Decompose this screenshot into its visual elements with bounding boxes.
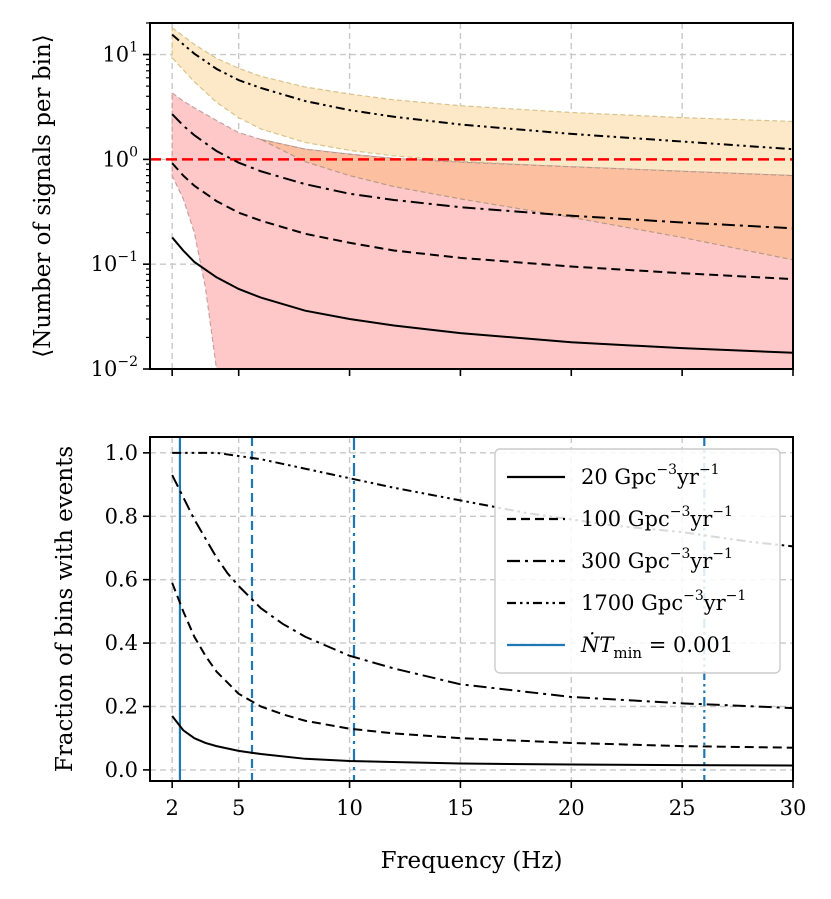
legend-value: 20	[581, 465, 614, 489]
legend-label-1: 100 Gpc−3yr−1	[581, 504, 733, 531]
top-ytick-label-1: 100	[102, 144, 138, 171]
bottom-xtick-label-5: 5	[232, 796, 245, 820]
legend-math-rest: = 0.001	[642, 633, 733, 657]
top-ytick-base: 10	[102, 147, 129, 171]
bottom-series-300	[171, 474, 793, 710]
legend-exp2: −1	[712, 504, 733, 520]
legend-exp2: −1	[699, 462, 720, 478]
band-2	[260, 138, 793, 261]
legend-math-main: ṄT	[580, 632, 615, 657]
legend-label-3: 1700 Gpc−3yr−1	[581, 588, 746, 615]
bottom-ytick-label-0.2: 0.2	[105, 694, 138, 718]
top-series-100	[171, 162, 793, 281]
legend-exp1: −3	[670, 546, 691, 562]
legend-exp1: −3	[656, 462, 677, 478]
top-ytick-base: 10	[91, 357, 118, 381]
top-series-1700	[171, 33, 793, 151]
top-ylabel: ⟨Number of signals per bin⟩	[30, 34, 56, 357]
legend-unit2: yr	[689, 549, 713, 573]
legend-exp2: −1	[726, 588, 747, 604]
legend-value: 300	[581, 549, 628, 573]
legend-unit: Gpc	[641, 591, 683, 615]
bottom-xtick-label-25: 25	[669, 796, 696, 820]
top-ytick-label-0.01: 10−2	[91, 354, 138, 381]
legend-exp2: −1	[712, 546, 733, 562]
top-ytick-exp: −1	[117, 249, 138, 265]
top-ytick-exp: 1	[129, 40, 138, 56]
legend-label-2: 300 Gpc−3yr−1	[581, 546, 733, 573]
bottom-ytick-label-0.8: 0.8	[105, 504, 138, 528]
legend-box	[494, 448, 781, 674]
legend-exp1: −3	[670, 504, 691, 520]
legend-label-0: 20 Gpc−3yr−1	[581, 462, 720, 489]
top-ytick-exp: 0	[129, 144, 138, 160]
legend-unit: Gpc	[628, 549, 670, 573]
bottom-frame	[149, 436, 794, 782]
top-ytick-base: 10	[102, 43, 129, 67]
top-frame	[149, 22, 794, 370]
bottom-xlabel: Frequency (Hz)	[381, 848, 563, 874]
legend-unit: Gpc	[614, 465, 656, 489]
bottom-ytick-label-1.0: 1.0	[105, 441, 138, 465]
bottom-ytick-label-0.0: 0.0	[105, 758, 138, 782]
top-plot-area	[150, 23, 793, 369]
bottom-ytick-label-0.6: 0.6	[105, 568, 138, 592]
bottom-ytick-label-0.4: 0.4	[105, 631, 138, 655]
top-ytick-base: 10	[91, 252, 118, 276]
legend-unit2: yr	[676, 465, 700, 489]
legend-label-4: ṄTmin = 0.001	[580, 632, 733, 662]
legend-value: 100	[581, 507, 628, 531]
bottom-series-20	[171, 715, 793, 767]
bottom-ylabel: Fraction of bins with events	[52, 446, 78, 772]
legend-value: 1700	[581, 591, 641, 615]
top-ytick-label-0.1: 10−1	[91, 249, 138, 276]
bottom-xtick-label-2: 2	[165, 796, 178, 820]
top-ytick-exp: −2	[117, 354, 138, 370]
top-ytick-label-10: 101	[102, 40, 138, 67]
band-0	[171, 26, 793, 177]
top-series-20	[171, 236, 793, 354]
legend-exp1: −3	[683, 588, 704, 604]
legend-math-sub: min	[613, 644, 642, 662]
top-series-300	[171, 113, 793, 230]
legend-unit2: yr	[689, 507, 713, 531]
legend-unit: Gpc	[628, 507, 670, 531]
bottom-xtick-label-10: 10	[336, 796, 363, 820]
bottom-xtick-label-30: 30	[780, 796, 807, 820]
legend-unit2: yr	[703, 591, 727, 615]
bottom-xtick-label-20: 20	[558, 796, 585, 820]
bottom-plot-area	[150, 437, 793, 781]
bottom-xtick-label-15: 15	[447, 796, 474, 820]
